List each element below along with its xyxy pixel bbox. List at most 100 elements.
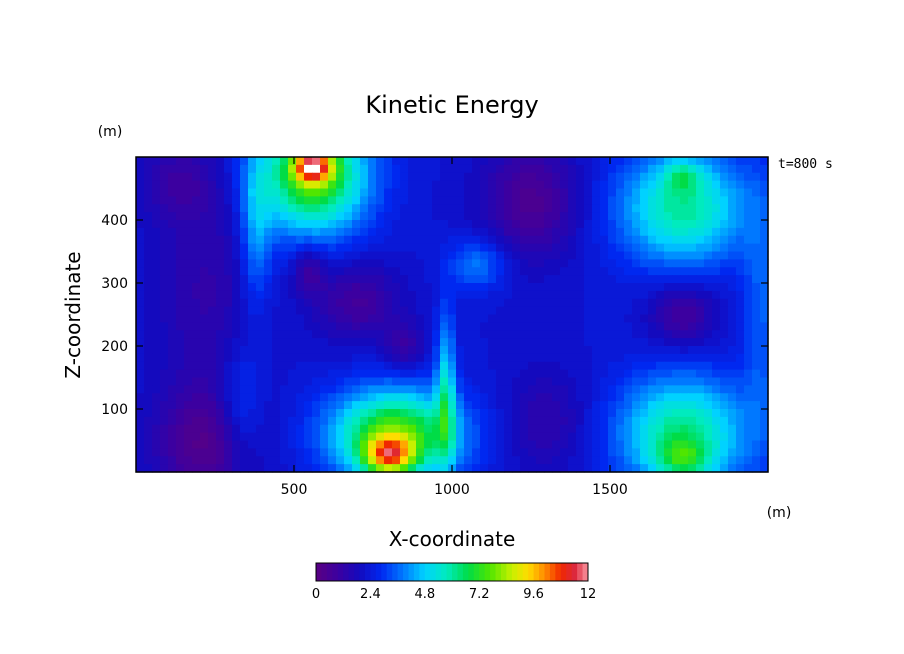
heatmap-cell [696, 424, 705, 434]
heatmap-cell [416, 164, 425, 174]
heatmap-cell [704, 220, 713, 229]
heatmap-cell [256, 298, 265, 308]
heatmap-cell [704, 353, 713, 363]
heatmap-cell [400, 393, 409, 402]
heatmap-cell [664, 448, 673, 457]
heatmap-cell [192, 204, 201, 213]
heatmap-cell [144, 180, 153, 190]
heatmap-cell [696, 275, 705, 284]
heatmap-cell [208, 290, 217, 300]
heatmap-cell [392, 235, 401, 245]
heatmap-cell [488, 267, 497, 276]
colorbar-swatch [446, 563, 453, 581]
heatmap-cell [728, 220, 737, 229]
colorbar-swatch [473, 563, 480, 581]
heatmap-cell [592, 180, 601, 190]
heatmap-cell [488, 180, 497, 190]
heatmap-cell [672, 290, 681, 300]
heatmap-cell [464, 330, 473, 339]
heatmap-cell [248, 243, 257, 253]
heatmap-cell [696, 409, 705, 418]
heatmap-cell [216, 259, 225, 268]
heatmap-cell [592, 251, 601, 260]
heatmap-cell [200, 416, 209, 426]
heatmap-cell [232, 290, 241, 300]
heatmap-cell [672, 353, 681, 363]
heatmap-cell [600, 385, 609, 394]
heatmap-cell [280, 298, 289, 308]
heatmap-cell [136, 283, 145, 292]
colorbar-tick-label: 9.6 [523, 587, 544, 602]
heatmap-cell [248, 306, 257, 316]
heatmap-cell [656, 448, 665, 457]
heatmap-cell [696, 157, 705, 166]
colorbar-tick-label: 7.2 [469, 587, 490, 602]
heatmap-cell [656, 353, 665, 363]
heatmap-cell [704, 204, 713, 213]
heatmap-cell [576, 346, 585, 355]
heatmap-cell [464, 401, 473, 410]
heatmap-cell [480, 361, 489, 371]
heatmap-cell [480, 275, 489, 284]
heatmap-cell [648, 243, 657, 253]
heatmap-cell [736, 290, 745, 300]
heatmap-cell [608, 157, 617, 166]
heatmap-cell [368, 227, 377, 237]
heatmap-cell [584, 314, 593, 323]
heatmap-cell [216, 456, 225, 465]
heatmap-cell [368, 346, 377, 355]
heatmap-cell [760, 212, 769, 221]
heatmap-cell [600, 164, 609, 174]
heatmap-cell [672, 235, 681, 245]
heatmap-cell [328, 212, 337, 221]
heatmap-cell [360, 243, 369, 253]
heatmap-cell [208, 235, 217, 245]
heatmap-cell [712, 188, 721, 197]
heatmap-cell [264, 157, 273, 166]
heatmap-cell [744, 393, 753, 402]
heatmap-cell [464, 448, 473, 457]
heatmap-cell [512, 353, 521, 363]
heatmap-cell [504, 259, 513, 268]
heatmap-cell [632, 306, 641, 316]
heatmap-cell [208, 180, 217, 190]
heatmap-cell [208, 314, 217, 323]
heatmap-cell [208, 448, 217, 457]
heatmap-cell [720, 298, 729, 308]
heatmap-cell [200, 330, 209, 339]
heatmap-cell [472, 243, 481, 253]
heatmap-cell [648, 220, 657, 229]
heatmap-cell [576, 377, 585, 386]
heatmap-cell [296, 180, 305, 190]
heatmap-cell [600, 464, 609, 473]
heatmap-cell [544, 353, 553, 363]
heatmap-cell [640, 424, 649, 434]
heatmap-cell [296, 306, 305, 316]
heatmap-cell [232, 393, 241, 402]
heatmap-cell [184, 157, 193, 166]
heatmap-cell [656, 377, 665, 386]
heatmap-cell [296, 416, 305, 426]
heatmap-cell [464, 235, 473, 245]
heatmap-cell [616, 393, 625, 402]
heatmap-cell [424, 314, 433, 323]
heatmap-cell [432, 227, 441, 237]
heatmap-cell [504, 346, 513, 355]
heatmap-cell [576, 369, 585, 379]
heatmap-cell [384, 283, 393, 292]
heatmap-cell [520, 393, 529, 402]
heatmap-cell [760, 369, 769, 379]
heatmap-cell [328, 456, 337, 465]
heatmap-cell [392, 338, 401, 347]
colorbar-swatch [462, 563, 469, 581]
heatmap-cell [688, 235, 697, 245]
heatmap-cell [600, 275, 609, 284]
heatmap-cell [336, 196, 345, 205]
heatmap-cell [464, 456, 473, 465]
heatmap-cell [704, 416, 713, 426]
heatmap-cell [624, 401, 633, 410]
heatmap-cell [440, 401, 449, 410]
heatmap-cell [424, 180, 433, 190]
heatmap-cell [168, 298, 177, 308]
heatmap-cell [192, 424, 201, 434]
